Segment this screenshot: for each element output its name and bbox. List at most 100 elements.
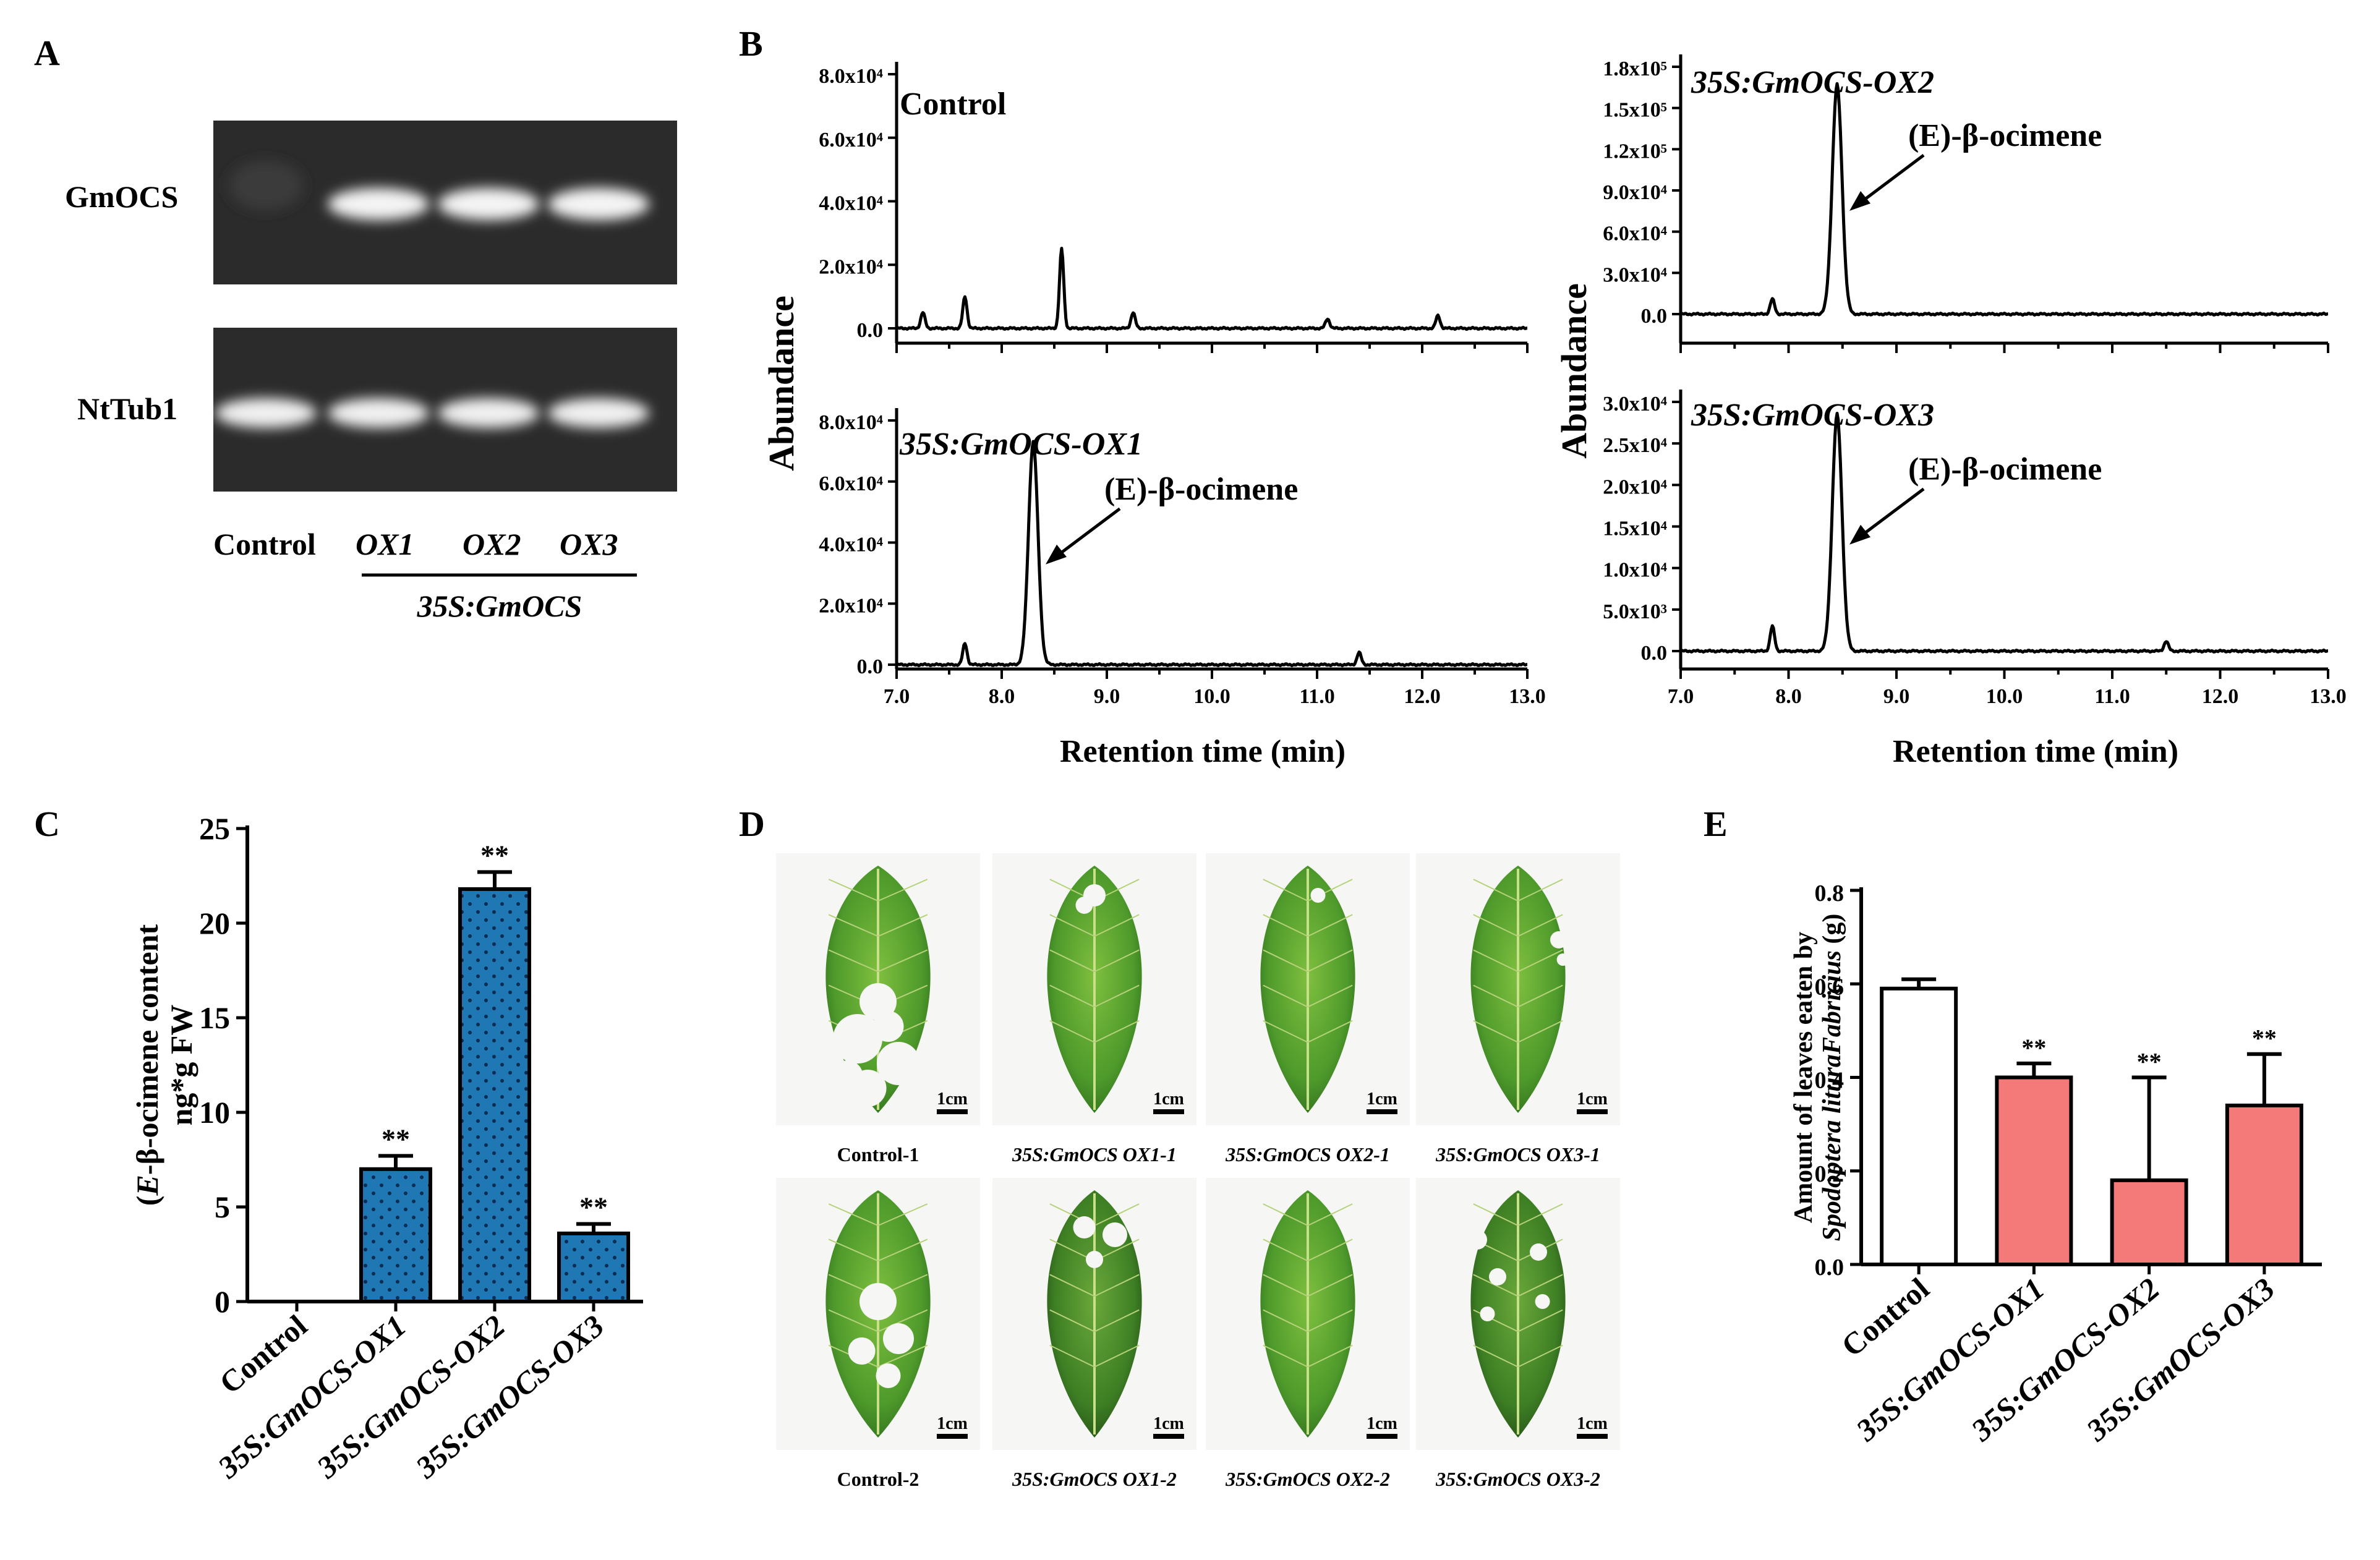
leaf-vein <box>828 914 879 937</box>
leaf-vein <box>1094 984 1140 1008</box>
leaf-vein <box>1473 914 1519 937</box>
feeding-hole <box>1310 888 1326 903</box>
leaf-vein <box>1517 1309 1563 1332</box>
chromatogram-ylabel-right: Abundance <box>1554 283 1594 459</box>
chromatogram-title: 35S:GmOCS-OX2 <box>1691 65 1934 100</box>
y-axis-label-line: (E-β-ocimene content <box>130 924 164 1206</box>
gel-band-nttub1 <box>548 398 649 428</box>
y-axis-label-line: ng*g FW <box>164 1005 198 1126</box>
leaf-vein <box>1049 914 1095 937</box>
feeding-hole <box>877 1042 920 1085</box>
leaf-photo-grid: 1cm Control-1 1cm 35S:GmOCS OX1-1 1cm 35S:GmO… <box>776 853 1620 1490</box>
gel-band-gmocs <box>328 188 429 220</box>
x-tick-label: 11.0 <box>2094 685 2130 708</box>
y-tick-label: 2.5x10⁴ <box>1603 434 1667 457</box>
leaf-caption: 35S:GmOCS OX2-1 <box>1225 1143 1390 1166</box>
significance-label: ** <box>2137 1048 2162 1076</box>
scale-bar-label: 1cm <box>1577 1089 1608 1109</box>
y-tick-label: 5.0x10³ <box>1603 600 1667 623</box>
y-tick-label: 0.4 <box>1815 1068 1845 1094</box>
feeding-hole <box>1073 1216 1096 1238</box>
panel-letter-d: D <box>739 804 765 844</box>
significance-label: ** <box>382 1123 410 1154</box>
bar <box>1995 1075 2073 1266</box>
leaf-vein <box>1517 1203 1563 1227</box>
panel-d: D 1cm Control-1 1cm 35S:GmOCS OX1-1 1cm 35S:G… <box>739 804 1620 1490</box>
gel-band-nttub1 <box>328 398 429 428</box>
chromatogram-title: Control <box>900 87 1006 122</box>
category-label: Control <box>1835 1271 1935 1363</box>
leaf-vein <box>828 879 879 902</box>
x-tick-label: 7.0 <box>884 685 910 708</box>
y-tick-label: 2.0x10⁴ <box>819 255 883 278</box>
y-tick-label: 15 <box>199 1000 230 1035</box>
leaf-caption: 35S:GmOCS OX1-2 <box>1012 1468 1177 1490</box>
leaf-vein <box>1473 1274 1519 1297</box>
y-tick-label: 5 <box>215 1190 230 1224</box>
peak-arrow-head <box>1849 191 1871 211</box>
y-tick-label: 6.0x10⁴ <box>1603 223 1667 245</box>
y-tick-label: 1.2x10⁵ <box>1603 140 1667 163</box>
leaf-vein <box>1517 879 1563 902</box>
leaf-vein <box>1049 1309 1095 1332</box>
feeding-hole <box>1530 1243 1547 1261</box>
feeding-hole <box>833 1014 882 1063</box>
leaf-vein <box>1049 1274 1095 1297</box>
leaf-vein <box>877 1344 928 1368</box>
leaf-vein <box>1307 1309 1353 1332</box>
leaf-vein <box>877 1203 928 1227</box>
chromatogram-trace <box>1679 82 2329 317</box>
y-axis-label-line: Spodoptera lituraFabricius (g) <box>1818 914 1846 1242</box>
leaf-vein <box>1307 984 1353 1008</box>
y-tick-label: 0 <box>215 1284 230 1319</box>
leaf-photo-8: 1cm 35S:GmOCS OX3-2 <box>1416 1178 1620 1490</box>
group-label: 35S:GmOCS <box>417 589 582 623</box>
gel-band-nttub1 <box>438 398 539 428</box>
chromatogram-trace <box>1679 412 2329 654</box>
y-tick-label: 2.0x10⁴ <box>819 594 883 617</box>
feeding-hole <box>1086 1251 1103 1268</box>
y-tick-label: 1.5x10⁵ <box>1603 99 1667 122</box>
peak-label: (E)-β-ocimene <box>1908 452 2102 487</box>
feeding-hole <box>883 1323 914 1354</box>
chart-e: 0.0 0.2 0.4 0.6 0.8 Control ** 35S:GmOCS-OX1 ** 3… <box>1789 880 2322 1448</box>
y-tick-label: 8.0x10⁴ <box>819 65 883 88</box>
scale-bar-label: 1cm <box>1367 1089 1397 1109</box>
leaf-vein <box>877 1238 928 1262</box>
x-tick-label: 10.0 <box>1193 685 1231 708</box>
lane-label-ox2: OX2 <box>463 527 521 561</box>
leaf-vein <box>1263 879 1308 902</box>
scale-bar-label: 1cm <box>1577 1414 1608 1433</box>
leaf-vein <box>1263 914 1308 937</box>
bar <box>458 887 531 1304</box>
gel-bands <box>215 161 649 428</box>
leaf-vein <box>1307 1274 1353 1297</box>
chromatogram-title: 35S:GmOCS-OX3 <box>1691 398 1934 433</box>
significance-label: ** <box>2021 1034 2046 1062</box>
leaf-vein <box>1473 984 1519 1008</box>
feeding-hole <box>876 1363 901 1388</box>
y-axis-label: Amount of leaves eaten by Spodoptera litu… <box>1789 914 1846 1242</box>
feeding-hole <box>1556 953 1569 966</box>
leaf-photo-2: 1cm 35S:GmOCS OX1-1 <box>992 853 1196 1166</box>
significance-label: ** <box>579 1191 608 1223</box>
leaf-vein <box>1307 1203 1353 1227</box>
chromatogram-xlabel-left: Retention time (min) <box>1060 734 1346 769</box>
peak-label: (E)-β-ocimene <box>1104 472 1298 507</box>
leaf-vein <box>828 1238 879 1262</box>
leaf-vein <box>1307 1238 1353 1262</box>
leaf-vein <box>1049 1344 1095 1368</box>
significance-label: ** <box>480 839 509 871</box>
leaf-vein <box>1094 914 1140 937</box>
chromatogram-2: 8.0x10⁴ 6.0x10⁴ 4.0x10⁴ 2.0x10⁴ 0.07.0 8.0 9.0… <box>819 408 1546 708</box>
category-label: 35S:GmOCS-OX1 <box>1849 1271 2050 1448</box>
y-tick-label: 0.0 <box>857 655 884 678</box>
feeding-hole <box>1489 1268 1506 1285</box>
panel-a: A GmOCS NtTub1 Control OX1 OX2 OX3 35S:G… <box>34 33 677 623</box>
leaf-vein <box>1049 949 1095 973</box>
leaf-vein <box>1473 1344 1519 1368</box>
panel-letter-e: E <box>1704 804 1728 844</box>
x-tick-label: 11.0 <box>1299 685 1335 708</box>
panel-c: C 0510152025Control**35S:GmOCS-OX1**35S:… <box>34 804 643 1485</box>
leaf-vein <box>877 1309 928 1332</box>
